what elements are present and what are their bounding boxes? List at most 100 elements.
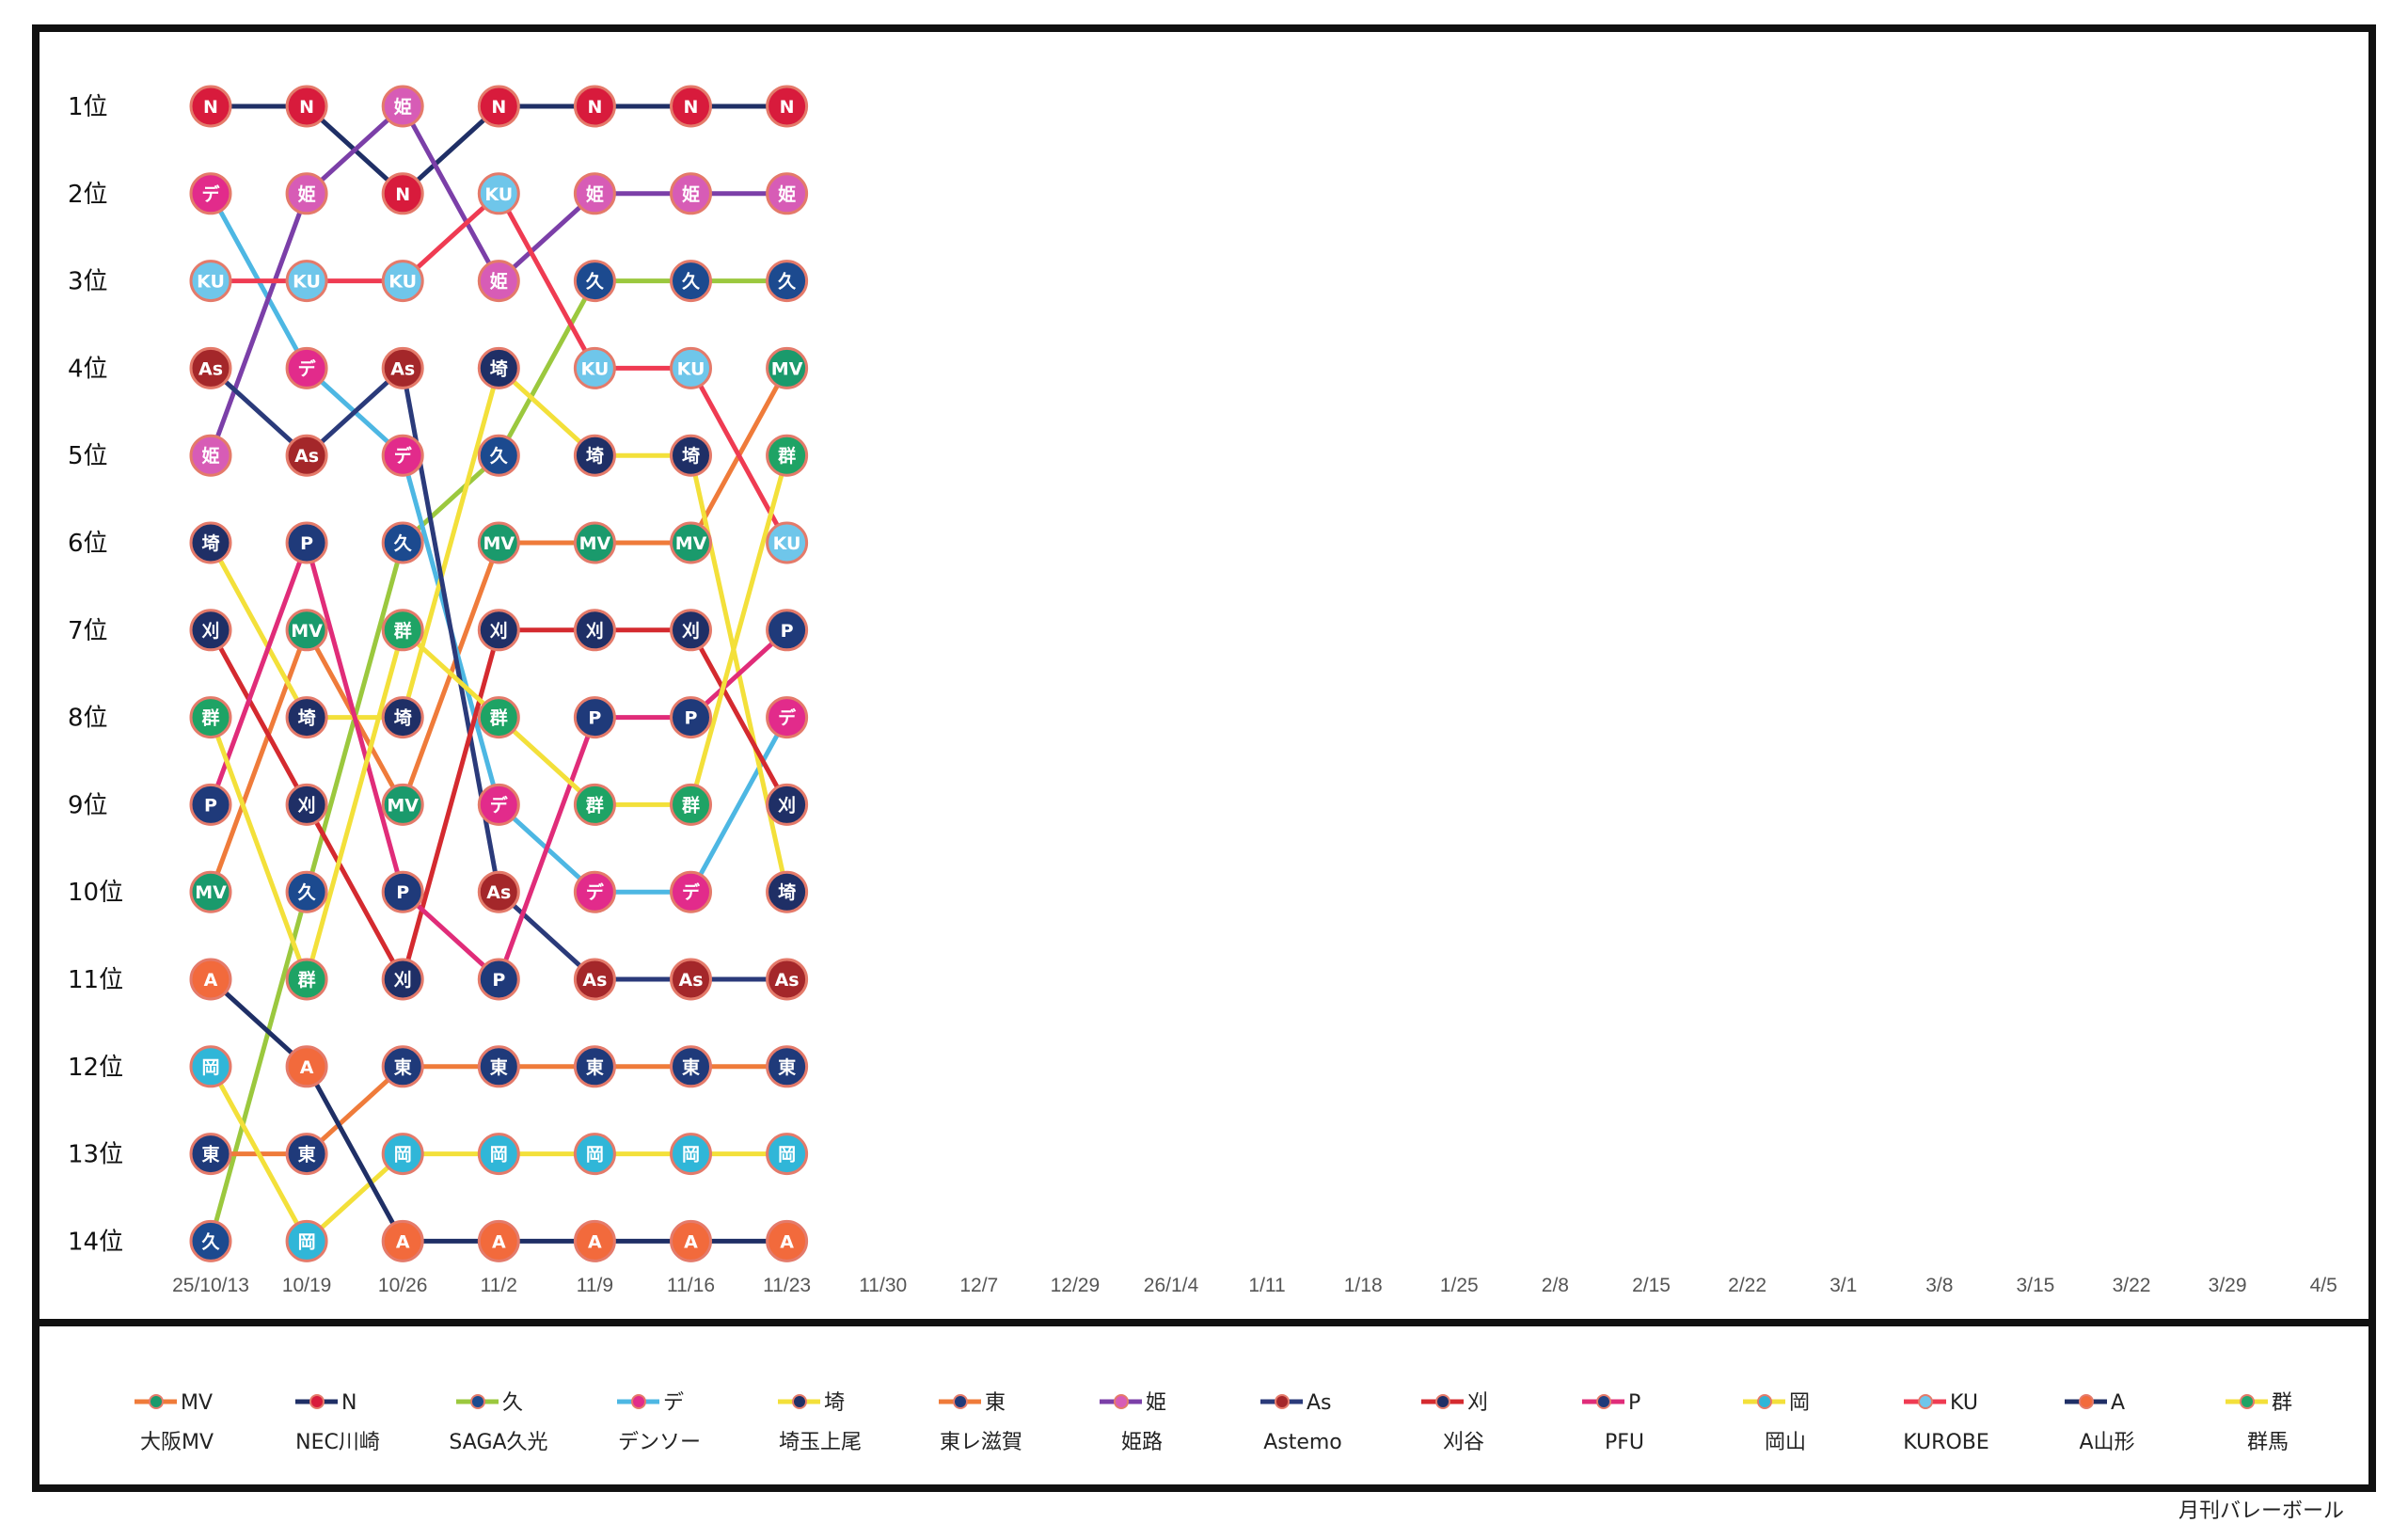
rank-marker: 久: [477, 434, 520, 477]
legend-team-name: SAGA久光: [449, 1431, 547, 1454]
legend-swatch-marker: [1918, 1394, 1933, 1409]
rank-marker: 埼: [381, 696, 424, 739]
marker-label: 埼: [298, 707, 316, 729]
marker-label: 久: [298, 881, 317, 903]
rank-marker: A: [285, 1045, 328, 1088]
marker-circle: [189, 1219, 232, 1262]
marker-circle: [189, 1045, 232, 1088]
marker-label: 東: [298, 1144, 316, 1166]
marker-circle: [670, 1045, 712, 1088]
marker-label: 刈: [682, 621, 700, 642]
marker-label: 刈: [586, 621, 604, 642]
rank-marker: 刈: [189, 609, 232, 652]
legend-team-name: 姫路: [1121, 1431, 1163, 1454]
marker-circle: [285, 609, 328, 652]
series-line: [209, 977, 787, 1244]
marker-label: 埼: [394, 707, 412, 729]
legend-team-name: PFU: [1605, 1431, 1644, 1454]
marker-circle: [285, 696, 328, 739]
marker-circle: [573, 1133, 616, 1176]
rank-marker: 埼: [189, 521, 232, 564]
marker-label: 姫: [778, 183, 796, 205]
marker-label: 岡: [298, 1231, 316, 1252]
rank-marker: N: [381, 172, 424, 215]
rank-marker: 刈: [477, 609, 520, 652]
marker-label: A: [588, 1231, 602, 1252]
marker-circle: [189, 434, 232, 477]
marker-label: A: [780, 1231, 794, 1252]
marker-circle: [189, 1133, 232, 1176]
marker-circle: [189, 85, 232, 128]
marker-label: N: [203, 97, 218, 118]
marker-circle: [477, 85, 520, 128]
marker-label: KU: [677, 358, 705, 379]
legend-swatch-marker: [470, 1394, 485, 1409]
rank-marker: P: [573, 696, 616, 739]
axes-layer: 1位 2位 3位 4位 5位 6位 7位 8位 9位 10位 11位 12位 13位 14位 25/10/1…: [68, 93, 2337, 1296]
marker-circle: [477, 609, 520, 652]
rank-marker: As: [189, 346, 232, 389]
marker-circle: [381, 1133, 424, 1176]
marker-label: A: [300, 1057, 314, 1078]
marker-label: 刈: [201, 621, 219, 642]
rank-marker: 姫: [285, 172, 328, 215]
marker-label: P: [588, 708, 601, 729]
marker-circle: [285, 434, 328, 477]
rank-marker: A: [670, 1219, 712, 1262]
rank-tick-label: 2位: [68, 181, 108, 209]
marker-circle: [670, 260, 712, 303]
rank-tick-label: 11位: [68, 966, 123, 994]
rank-marker: KU: [670, 346, 712, 389]
marker-label: MV: [675, 533, 707, 554]
marker-circle: [381, 609, 424, 652]
marker-label: 東: [394, 1056, 412, 1078]
marker-circle: [381, 260, 424, 303]
marker-circle: [766, 1045, 809, 1088]
rank-marker: 刈: [285, 783, 328, 826]
rank-marker: 群: [766, 434, 809, 477]
marker-circle: [381, 783, 424, 826]
marker-label: 埼: [586, 445, 604, 467]
date-tick-label: 26/1/4: [1144, 1275, 1199, 1296]
legend-abbr: 刈: [1467, 1391, 1488, 1415]
rank-marker: 群: [381, 609, 424, 652]
date-tick-label: 12/7: [959, 1275, 998, 1296]
marker-circle: [766, 609, 809, 652]
legend-swatch-marker: [1435, 1394, 1450, 1409]
marker-circle: [381, 870, 424, 913]
legend-team-name: NEC川崎: [295, 1431, 380, 1454]
date-tick-label: 2/15: [1632, 1275, 1671, 1296]
marker-circle: [477, 783, 520, 826]
marker-circle: [189, 346, 232, 389]
chart-frame: [32, 24, 2376, 1326]
legend-abbr: 姫: [1146, 1391, 1166, 1415]
marker-circle: [285, 346, 328, 389]
rank-marker: 群: [477, 696, 520, 739]
marker-circle: [766, 346, 809, 389]
legend-item: MV 大阪MV: [135, 1391, 214, 1454]
publisher-credit: 月刊バレーボール: [2178, 1499, 2344, 1523]
rank-marker: 群: [670, 783, 712, 826]
marker-label: 東: [490, 1056, 508, 1078]
marker-circle: [477, 1045, 520, 1088]
marker-label: 姫: [586, 183, 604, 205]
rank-marker: デ: [285, 346, 328, 389]
rank-tick-label: 3位: [68, 268, 108, 296]
rank-marker: 久: [189, 1219, 232, 1262]
marker-label: P: [781, 621, 794, 642]
marker-label: KU: [773, 533, 801, 554]
rank-marker: 岡: [477, 1133, 520, 1176]
marker-label: 岡: [201, 1057, 219, 1078]
rank-marker: P: [285, 521, 328, 564]
marker-label: 群: [585, 794, 604, 816]
date-tick-label: 1/11: [1248, 1275, 1285, 1296]
marker-circle: [573, 85, 616, 128]
rank-marker: MV: [670, 521, 712, 564]
rank-marker: 埼: [285, 696, 328, 739]
legend-team-name: KUROBE: [1903, 1431, 1989, 1454]
rank-marker: MV: [381, 783, 424, 826]
rank-marker: デ: [189, 172, 232, 215]
date-tick-label: 11/23: [763, 1275, 811, 1296]
legend-frame: [32, 1319, 2376, 1492]
